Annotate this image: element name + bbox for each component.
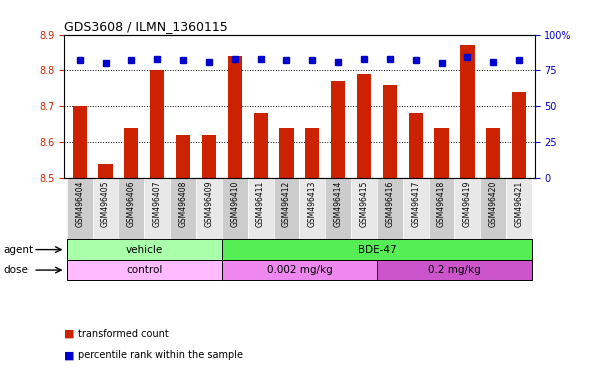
Bar xyxy=(73,106,87,384)
Text: agent: agent xyxy=(3,245,33,255)
Text: GSM496404: GSM496404 xyxy=(75,181,84,227)
Bar xyxy=(429,178,455,239)
Bar xyxy=(455,178,480,239)
Bar xyxy=(434,128,448,384)
Bar xyxy=(150,70,164,384)
Bar xyxy=(119,178,144,239)
Text: ■: ■ xyxy=(64,329,75,339)
Text: dose: dose xyxy=(3,265,28,275)
Text: GSM496417: GSM496417 xyxy=(411,181,420,227)
Bar xyxy=(98,164,112,384)
Text: GSM496413: GSM496413 xyxy=(308,181,317,227)
Bar xyxy=(279,128,293,384)
Bar xyxy=(67,178,93,239)
Text: percentile rank within the sample: percentile rank within the sample xyxy=(78,350,243,360)
Text: GSM496418: GSM496418 xyxy=(437,181,446,227)
Bar xyxy=(202,135,216,384)
Bar xyxy=(351,178,377,239)
Text: ■: ■ xyxy=(64,350,75,360)
Bar xyxy=(382,85,397,384)
Text: GSM496419: GSM496419 xyxy=(463,181,472,227)
Text: GSM496405: GSM496405 xyxy=(101,181,110,227)
Bar xyxy=(228,56,242,384)
Bar xyxy=(170,178,196,239)
Bar xyxy=(512,92,526,384)
Bar xyxy=(144,178,170,239)
Bar xyxy=(377,178,403,239)
Text: BDE-47: BDE-47 xyxy=(357,245,397,255)
Text: vehicle: vehicle xyxy=(126,245,163,255)
Bar xyxy=(460,45,475,384)
Text: control: control xyxy=(126,265,163,275)
Bar xyxy=(480,178,506,239)
Bar xyxy=(67,239,222,260)
Text: GSM496406: GSM496406 xyxy=(127,181,136,227)
Bar xyxy=(93,178,119,239)
Bar xyxy=(247,178,274,239)
Text: GSM496421: GSM496421 xyxy=(514,181,524,227)
Bar xyxy=(67,260,222,280)
Text: GSM496411: GSM496411 xyxy=(256,181,265,227)
Bar xyxy=(506,178,532,239)
Bar xyxy=(331,81,345,384)
Text: GSM496414: GSM496414 xyxy=(334,181,343,227)
Text: 0.2 mg/kg: 0.2 mg/kg xyxy=(428,265,481,275)
Text: GSM496420: GSM496420 xyxy=(489,181,498,227)
Bar xyxy=(377,260,532,280)
Text: GSM496407: GSM496407 xyxy=(153,181,162,227)
Bar xyxy=(176,135,190,384)
Bar xyxy=(222,260,377,280)
Text: GSM496415: GSM496415 xyxy=(359,181,368,227)
Text: GSM496416: GSM496416 xyxy=(386,181,394,227)
Bar xyxy=(306,128,320,384)
Bar xyxy=(409,113,423,384)
Text: GDS3608 / ILMN_1360115: GDS3608 / ILMN_1360115 xyxy=(64,20,228,33)
Bar xyxy=(222,239,532,260)
Text: transformed count: transformed count xyxy=(78,329,169,339)
Text: GSM496409: GSM496409 xyxy=(205,181,213,227)
Bar xyxy=(222,178,247,239)
Text: 0.002 mg/kg: 0.002 mg/kg xyxy=(266,265,332,275)
Bar xyxy=(486,128,500,384)
Bar xyxy=(254,113,268,384)
Bar xyxy=(325,178,351,239)
Bar xyxy=(357,74,371,384)
Bar xyxy=(299,178,325,239)
Text: GSM496412: GSM496412 xyxy=(282,181,291,227)
Text: GSM496408: GSM496408 xyxy=(178,181,188,227)
Text: GSM496410: GSM496410 xyxy=(230,181,240,227)
Bar xyxy=(274,178,299,239)
Bar xyxy=(124,128,139,384)
Bar xyxy=(196,178,222,239)
Bar xyxy=(403,178,429,239)
